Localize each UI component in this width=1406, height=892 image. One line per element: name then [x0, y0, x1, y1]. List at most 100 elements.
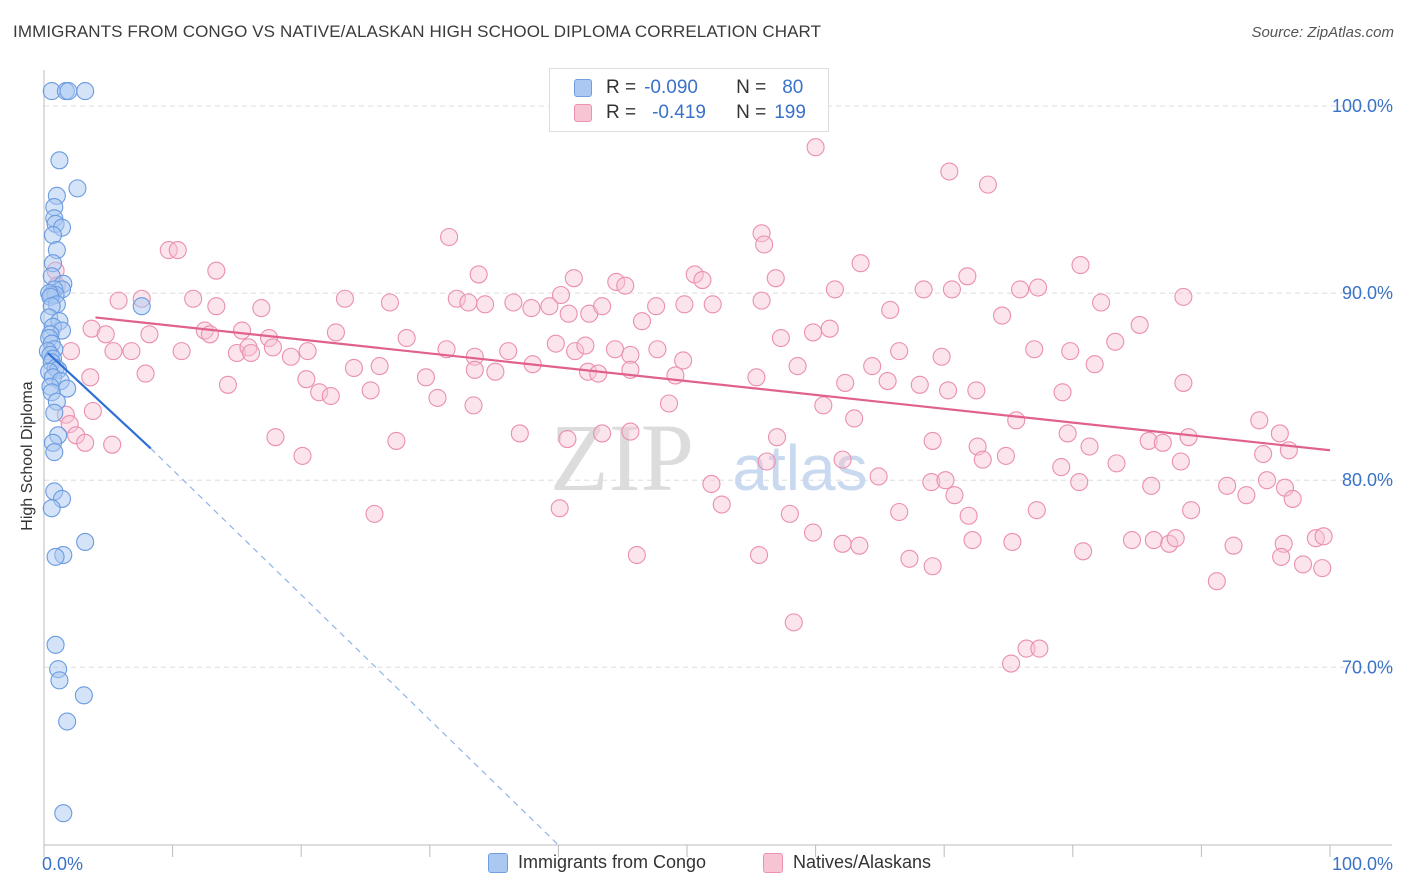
natives-point — [504, 293, 523, 312]
natives-point — [168, 241, 187, 260]
natives-point — [803, 323, 823, 342]
natives-point — [464, 396, 483, 415]
congo-point — [59, 82, 78, 101]
natives-point — [1106, 332, 1125, 351]
natives-point — [1283, 489, 1302, 508]
legend-n-label: N = — [736, 77, 767, 98]
natives-point — [780, 504, 799, 523]
natives-point — [910, 375, 929, 394]
natives-point — [869, 467, 888, 486]
correlation-legend: R = -0.090 N = 80 R = -0.419 N = 199 — [549, 68, 829, 132]
congo-point — [132, 297, 151, 316]
natives-point — [914, 280, 933, 299]
natives-point — [61, 342, 81, 361]
natives-point — [469, 265, 488, 284]
natives-point — [370, 357, 389, 376]
natives-point — [559, 304, 578, 323]
natives-point — [1061, 342, 1080, 361]
natives-point — [939, 381, 958, 400]
natives-point — [440, 227, 459, 247]
natives-point — [266, 428, 285, 447]
natives-point — [1074, 542, 1093, 561]
natives-point — [940, 162, 959, 181]
congo-points — [38, 82, 151, 823]
congo-point — [50, 151, 69, 170]
natives-point — [447, 289, 466, 308]
natives-point — [1174, 287, 1193, 306]
natives-point — [365, 504, 384, 523]
natives-point — [218, 375, 237, 394]
natives-point — [605, 340, 625, 359]
natives-point — [428, 388, 447, 407]
bottom-legend-natives[interactable]: Natives/Alaskans — [763, 852, 931, 873]
natives-point — [922, 473, 941, 492]
natives-point — [833, 450, 852, 469]
natives-point — [647, 297, 666, 316]
natives-trend-line — [95, 316, 1331, 452]
natives-point — [814, 396, 833, 415]
natives-point — [207, 297, 226, 316]
natives-point — [1306, 529, 1325, 548]
legend-swatch-natives — [574, 104, 592, 122]
natives-point — [1272, 547, 1291, 566]
legend-row-congo: R = -0.090 N = 80 — [574, 76, 803, 100]
natives-point — [945, 486, 964, 505]
natives-point — [767, 428, 787, 447]
natives-point — [1153, 433, 1172, 452]
axes — [43, 70, 1392, 857]
congo-point — [76, 532, 95, 551]
natives-point — [820, 319, 839, 338]
natives-point — [1224, 536, 1243, 555]
natives-point — [109, 291, 128, 310]
natives-point — [845, 409, 864, 428]
natives-point — [627, 545, 646, 565]
natives-point — [1011, 280, 1030, 299]
natives-point — [1058, 424, 1077, 443]
natives-point — [1029, 278, 1048, 297]
natives-point — [551, 285, 571, 305]
bottom-legend-swatch-congo — [488, 852, 508, 873]
natives-point — [486, 362, 505, 381]
x-tick-label: 0.0% — [42, 854, 83, 874]
natives-point — [1182, 501, 1201, 520]
natives-point — [621, 345, 640, 364]
natives-point — [1122, 531, 1142, 550]
natives-point — [1002, 654, 1021, 673]
natives-point — [788, 357, 807, 376]
natives-point — [1314, 527, 1333, 546]
natives-point — [1174, 373, 1193, 392]
natives-point — [326, 323, 345, 342]
natives-point — [1080, 437, 1099, 456]
watermark-zip: ZIP — [550, 404, 694, 511]
natives-point — [1025, 340, 1044, 359]
natives-point — [803, 523, 823, 542]
natives-point — [83, 401, 102, 421]
natives-point — [593, 297, 612, 316]
natives-point — [632, 312, 652, 331]
congo-point — [76, 82, 95, 101]
natives-point — [397, 328, 416, 348]
natives-point — [659, 394, 679, 413]
natives-point — [1250, 411, 1269, 430]
congo-point — [42, 499, 61, 518]
natives-point — [1237, 486, 1256, 505]
y-tick-label: 70.0% — [1342, 657, 1393, 677]
natives-point — [96, 325, 115, 344]
natives-point — [321, 386, 340, 406]
natives-point — [476, 295, 495, 314]
natives-point — [335, 289, 354, 308]
natives-point — [122, 342, 141, 361]
natives-point — [996, 446, 1015, 465]
natives-point — [227, 343, 246, 363]
natives-point — [387, 431, 406, 450]
natives-point — [550, 499, 569, 518]
natives-point — [1293, 555, 1313, 574]
natives-point — [749, 545, 769, 565]
natives-point — [1007, 411, 1026, 430]
bottom-legend-congo[interactable]: Immigrants from Congo — [488, 852, 706, 873]
natives-point — [967, 381, 986, 400]
natives-point — [702, 474, 721, 493]
natives-point — [293, 446, 312, 465]
natives-point — [958, 267, 977, 286]
natives-point — [1218, 476, 1237, 495]
